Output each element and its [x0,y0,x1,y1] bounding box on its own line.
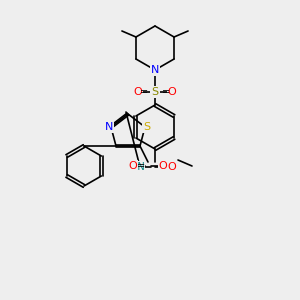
Text: =: = [157,162,165,172]
Text: O: O [129,161,137,171]
Text: O: O [168,162,176,172]
Text: N: N [151,65,159,75]
Text: O: O [168,87,176,97]
Text: =: = [140,87,148,97]
Text: =: = [162,87,170,97]
Text: S: S [143,122,151,132]
Text: O: O [134,87,142,97]
Text: =: = [137,161,145,171]
Text: S: S [152,87,159,97]
Text: HN: HN [130,162,144,172]
Text: O: O [159,161,167,171]
Text: N: N [105,122,113,132]
